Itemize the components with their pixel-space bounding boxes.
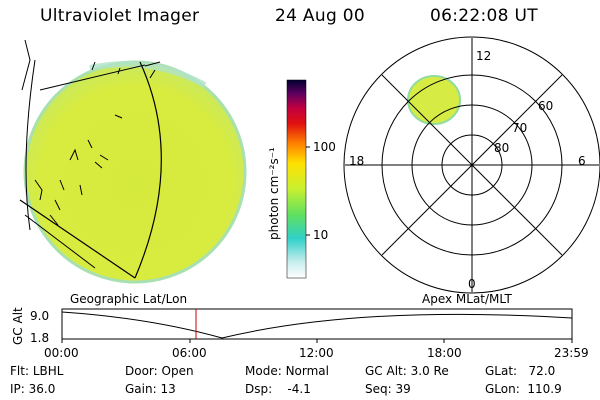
status-mode: Mode: Normal (245, 364, 329, 378)
status-dsp: Dsp: -4.1 (245, 382, 311, 396)
timeline-x-tick-0: 00:00 (44, 346, 79, 360)
timeline-y-label: GC Alt (11, 307, 25, 345)
mlt-label-6: 6 (578, 154, 586, 168)
colorbar-unit-label: photon cm⁻²s⁻¹ (267, 147, 281, 240)
polar-mlat-mlt-plot: 12 18 6 0 60 70 80 (343, 36, 600, 294)
timeline-right-title: Apex MLat/MLT (422, 292, 512, 306)
status-glon: GLon: 110.9 (485, 382, 562, 396)
timeline-left-title: Geographic Lat/Lon (70, 292, 187, 306)
observation-date: 24 Aug 00 (275, 6, 365, 26)
mlt-label-18: 18 (349, 154, 364, 168)
status-gain: Gain: 13 (125, 382, 176, 396)
status-ip: IP: 36.0 (10, 382, 56, 396)
timeline-x-tick-2: 12:00 (299, 346, 334, 360)
instrument-title: Ultraviolet Imager (40, 6, 200, 26)
mlat-label-80: 80 (494, 141, 509, 155)
observation-time: 06:22:08 UT (430, 6, 538, 26)
timeline-x-tick-4: 23:59 (554, 346, 589, 360)
timeline-y-tick-top: 9.0 (30, 309, 49, 323)
timeline-x-tick-3: 18:00 (427, 346, 462, 360)
mlt-label-12: 12 (476, 49, 491, 63)
status-seq: Seq: 39 (365, 382, 411, 396)
timeline-x-tick-1: 06:00 (172, 346, 207, 360)
mlt-label-0: 0 (468, 277, 476, 291)
auroral-oval-region (407, 75, 461, 125)
colorbar (286, 79, 307, 279)
status-glat: GLat: 72.0 (485, 364, 556, 378)
mlat-label-60: 60 (538, 99, 553, 113)
status-gc-alt: GC Alt: 3.0 Re (365, 364, 449, 378)
status-door: Door: Open (125, 364, 194, 378)
colorbar-tick-100: 100 (313, 140, 336, 154)
status-flt: Flt: LBHL (10, 364, 64, 378)
mlat-label-70: 70 (512, 121, 527, 135)
earth-disk-image (19, 40, 247, 284)
orbit-timeline: Geographic Lat/Lon Apex MLat/MLT GC Alt … (11, 292, 589, 360)
timeline-y-tick-bottom: 1.8 (30, 331, 49, 345)
colorbar-tick-10: 10 (313, 228, 328, 242)
